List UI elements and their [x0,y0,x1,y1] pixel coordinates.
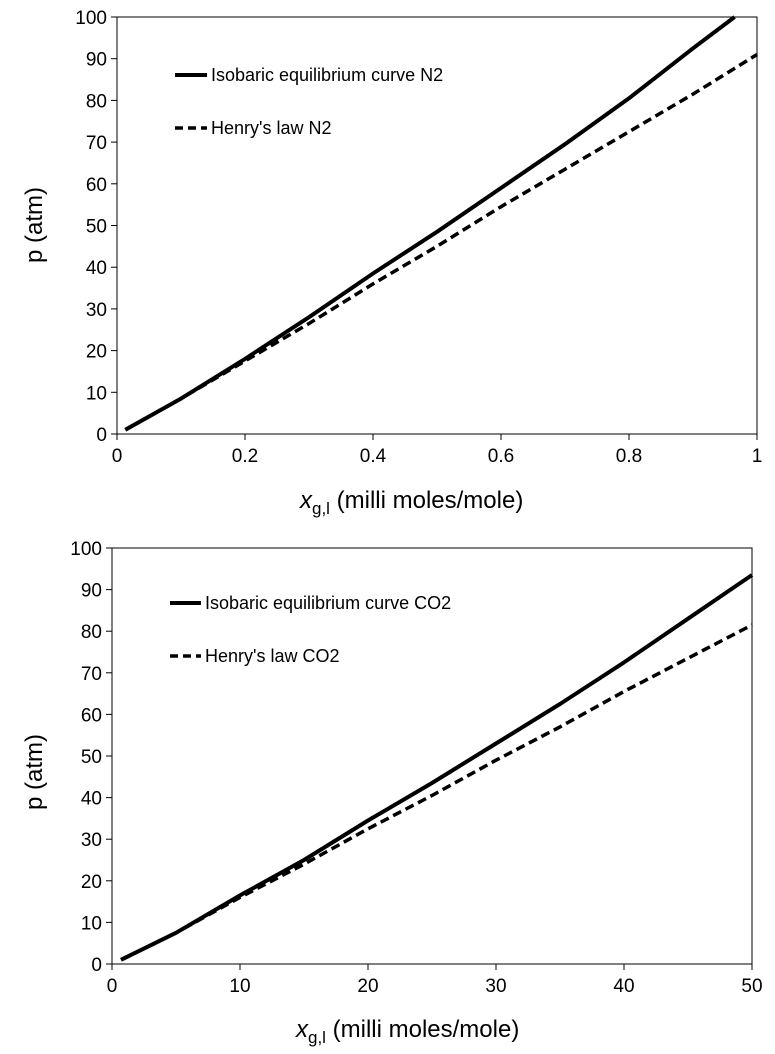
co2-x-tick-label: 50 [741,976,762,997]
co2-x-tick-label: 20 [357,976,378,997]
n2-y-tick-label: 20 [86,342,107,363]
n2-y-tick-label: 40 [86,258,107,279]
co2-y-tick-label: 80 [81,622,102,643]
n2-series-group [124,15,758,432]
co2-x-axis-label-symbol: x [295,1016,309,1043]
n2-y-axis-label: p (atm) [21,187,48,263]
n2-y-tick-label: 10 [86,383,107,404]
co2-y-axis: 0 10 20 30 40 50 60 70 80 90 100 [70,539,112,976]
n2-series-henrys-law-line [124,53,758,432]
co2-x-axis-label-units: (milli moles/mole) [326,1016,519,1043]
co2-x-axis-label: xg,l (milli moles/mole) [295,1016,519,1047]
co2-x-tick-label: 30 [485,976,506,997]
co2-legend: Isobaric equilibrium curve CO2 Henry's l… [170,593,451,666]
n2-legend-solid-label: Isobaric equilibrium curve N2 [211,65,443,85]
n2-y-tick-label: 30 [86,300,107,321]
co2-y-tick-label: 10 [81,913,102,934]
co2-x-tick-label: 0 [107,976,118,997]
n2-y-tick-label: 60 [86,175,107,196]
n2-y-tick-label: 0 [96,425,107,446]
co2-y-tick-label: 30 [81,830,102,851]
n2-y-axis: 0 10 20 30 40 50 60 70 80 90 100 [75,8,117,446]
n2-x-tick-label: 0.8 [616,446,642,467]
n2-y-tick-label: 50 [86,217,107,238]
n2-y-tick-label: 80 [86,91,107,112]
co2-y-tick-label: 0 [91,955,102,976]
n2-x-tick-label: 0.4 [360,446,387,467]
n2-x-axis-label-symbol: x [299,487,313,514]
co2-x-tick-label: 10 [229,976,250,997]
co2-chart-panel: 0 10 20 30 40 50 60 70 80 90 100 0 10 20 30 40 50 Isoba… [21,539,763,1047]
n2-x-axis-label-units: (milli moles/mole) [330,487,523,514]
co2-series-isobaric-equilibrium-line [120,573,754,962]
co2-y-tick-label: 90 [81,581,102,602]
n2-x-tick-label: 0.6 [488,446,514,467]
co2-y-tick-label: 60 [81,705,102,726]
n2-x-tick-label: 0.2 [232,446,258,467]
n2-legend-dashed-label: Henry's law N2 [211,118,331,138]
co2-y-tick-label: 40 [81,789,102,810]
co2-x-axis-label-subscript: g,l [308,1028,326,1047]
n2-x-tick-label: 1 [752,446,763,467]
co2-y-tick-label: 50 [81,747,102,768]
co2-x-axis: 0 10 20 30 40 50 [107,964,763,997]
co2-x-tick-label: 40 [613,976,634,997]
n2-x-axis-label-subscript: g,l [312,499,330,518]
n2-chart-panel: 0 10 20 30 40 50 60 70 80 90 100 0 0.2 0.4 0.6 0.8 1 Is… [21,8,762,518]
n2-y-tick-label: 70 [86,133,107,154]
co2-legend-dashed-label: Henry's law CO2 [205,646,339,666]
n2-x-axis: 0 0.2 0.4 0.6 0.8 1 [112,434,763,467]
co2-legend-solid-label: Isobaric equilibrium curve CO2 [205,593,451,613]
co2-series-group [120,573,754,962]
co2-series-henrys-law-line [120,623,753,962]
co2-y-tick-label: 100 [70,539,102,560]
co2-y-tick-label: 70 [81,664,102,685]
n2-y-tick-label: 100 [75,8,107,29]
co2-y-tick-label: 20 [81,872,102,893]
n2-y-tick-label: 90 [86,50,107,71]
co2-y-axis-label: p (atm) [21,734,48,810]
n2-x-tick-label: 0 [112,446,123,467]
n2-legend: Isobaric equilibrium curve N2 Henry's la… [175,65,443,138]
n2-x-axis-label: xg,l (milli moles/mole) [299,487,523,518]
